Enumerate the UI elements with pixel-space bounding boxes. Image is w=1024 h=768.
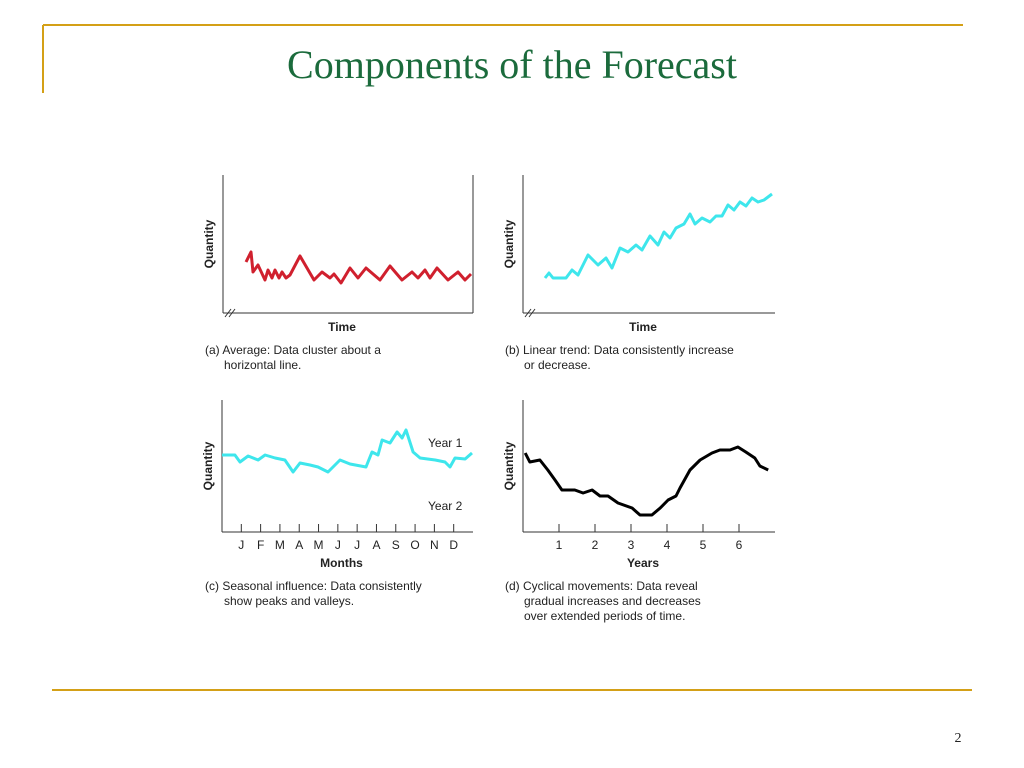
data-line xyxy=(543,192,773,280)
caption: over extended periods of time. xyxy=(524,609,685,623)
x-tick-label: A xyxy=(295,538,303,552)
caption: show peaks and valleys. xyxy=(224,594,354,608)
x-tick-label: M xyxy=(314,538,324,552)
x-tick-label: A xyxy=(372,538,380,552)
y-axis-label: Quantity xyxy=(502,219,516,268)
data-line xyxy=(523,445,769,517)
x-axis-label: Months xyxy=(320,556,363,570)
caption: (b) Linear trend: Data consistently incr… xyxy=(505,343,734,357)
caption: (c) Seasonal influence: Data consistentl… xyxy=(205,579,422,593)
x-tick-label: D xyxy=(449,538,458,552)
x-tick-label: N xyxy=(430,538,439,552)
y-axis-label: Quantity xyxy=(202,219,216,268)
x-tick-label: 1 xyxy=(556,538,563,552)
x-tick-label: 4 xyxy=(664,538,671,552)
x-tick-label: J xyxy=(354,538,360,552)
annotation: Year 1 xyxy=(428,436,463,450)
x-tick-label: F xyxy=(257,538,264,552)
data-line xyxy=(244,250,473,285)
page-number: 2 xyxy=(955,731,962,746)
caption: (a) Average: Data cluster about a xyxy=(205,343,381,357)
y-axis-label: Quantity xyxy=(502,441,516,490)
caption: or decrease. xyxy=(524,358,591,372)
x-tick-label: O xyxy=(410,538,419,552)
x-axis-label: Time xyxy=(328,320,356,334)
data-line xyxy=(222,428,473,474)
x-tick-label: J xyxy=(238,538,244,552)
x-axis-label: Time xyxy=(629,320,657,334)
x-tick-label: 6 xyxy=(736,538,743,552)
x-tick-label: 2 xyxy=(592,538,599,552)
caption: horizontal line. xyxy=(224,358,301,372)
x-tick-label: J xyxy=(335,538,341,552)
x-axis-label: Years xyxy=(627,556,659,570)
x-tick-label: 5 xyxy=(700,538,707,552)
y-axis-label: Quantity xyxy=(201,441,215,490)
x-tick-label: M xyxy=(275,538,285,552)
caption: (d) Cyclical movements: Data reveal xyxy=(505,579,698,593)
slide-title: Components of the Forecast xyxy=(287,42,737,87)
x-tick-label: 3 xyxy=(628,538,635,552)
annotation: Year 2 xyxy=(428,499,463,513)
axis-break xyxy=(524,308,536,318)
x-tick-label: S xyxy=(392,538,400,552)
caption: gradual increases and decreases xyxy=(524,594,701,608)
axis-break xyxy=(224,308,236,318)
